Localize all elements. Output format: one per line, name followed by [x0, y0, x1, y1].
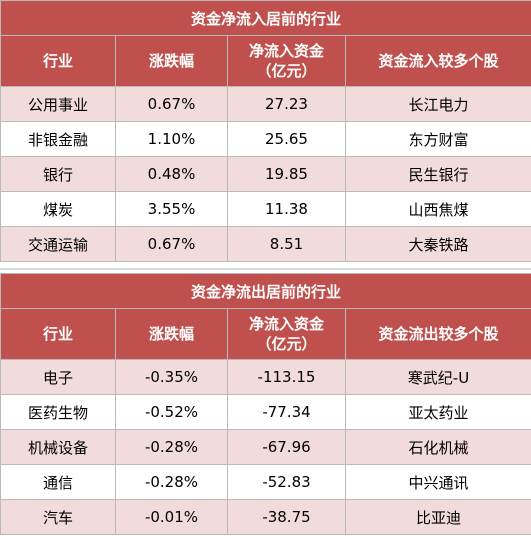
industry-cell: 非银金融: [0, 121, 116, 157]
change-cell: 0.67%: [115, 86, 228, 122]
header-top-stock: 资金流出较多个股: [344, 308, 531, 360]
table-row: 通信 -0.28% -52.83 中兴通讯: [0, 464, 531, 500]
net-cell: -52.83: [227, 464, 346, 500]
table-separator: [0, 267, 531, 273]
header-net-inflow-label: 净流入资金 （亿元）: [248, 42, 324, 80]
inflow-title: 资金净流入居前的行业: [0, 0, 531, 36]
inflow-table: 资金净流入居前的行业 行业 涨跌幅 净流入资金 （亿元） 资金流入较多个股 公用…: [0, 0, 531, 262]
table-row: 银行 0.48% 19.85 民生银行: [0, 156, 531, 192]
stock-cell: 大秦铁路: [344, 226, 531, 262]
inflow-title-row: 资金净流入居前的行业: [0, 0, 531, 36]
industry-cell: 公用事业: [0, 86, 116, 122]
net-cell: 19.85: [227, 156, 346, 192]
outflow-title-row: 资金净流出居前的行业: [0, 273, 531, 309]
stock-cell: 亚太药业: [344, 394, 531, 430]
outflow-title: 资金净流出居前的行业: [0, 273, 531, 309]
industry-cell: 医药生物: [0, 394, 116, 430]
header-change: 涨跌幅: [115, 35, 228, 87]
change-cell: 0.67%: [115, 226, 228, 262]
industry-cell: 汽车: [0, 499, 116, 535]
net-cell: 27.23: [227, 86, 346, 122]
header-net-inflow: 净流入资金 （亿元）: [227, 35, 346, 87]
stock-cell: 石化机械: [344, 429, 531, 465]
separator-line: [0, 268, 531, 270]
net-cell: 11.38: [227, 191, 346, 227]
table-row: 机械设备 -0.28% -67.96 石化机械: [0, 429, 531, 465]
stock-cell: 山西焦煤: [344, 191, 531, 227]
header-top-stock: 资金流入较多个股: [344, 35, 531, 87]
change-cell: -0.28%: [115, 429, 228, 465]
change-cell: -0.01%: [115, 499, 228, 535]
stock-cell: 长江电力: [344, 86, 531, 122]
outflow-header-row: 行业 涨跌幅 净流入资金 （亿元） 资金流出较多个股: [0, 308, 531, 360]
table-row: 汽车 -0.01% -38.75 比亚迪: [0, 499, 531, 535]
header-industry: 行业: [0, 308, 116, 360]
net-cell: -67.96: [227, 429, 346, 465]
industry-cell: 电子: [0, 359, 116, 395]
stock-cell: 寒武纪-U: [344, 359, 531, 395]
inflow-header-row: 行业 涨跌幅 净流入资金 （亿元） 资金流入较多个股: [0, 35, 531, 87]
table-row: 医药生物 -0.52% -77.34 亚太药业: [0, 394, 531, 430]
table-row: 煤炭 3.55% 11.38 山西焦煤: [0, 191, 531, 227]
header-net-inflow: 净流入资金 （亿元）: [227, 308, 346, 360]
net-cell: 8.51: [227, 226, 346, 262]
change-cell: 0.48%: [115, 156, 228, 192]
net-cell: 25.65: [227, 121, 346, 157]
industry-cell: 煤炭: [0, 191, 116, 227]
change-cell: 1.10%: [115, 121, 228, 157]
change-cell: -0.28%: [115, 464, 228, 500]
header-net-inflow-label: 净流入资金 （亿元）: [248, 315, 324, 353]
net-cell: -113.15: [227, 359, 346, 395]
table-row: 电子 -0.35% -113.15 寒武纪-U: [0, 359, 531, 395]
stock-cell: 民生银行: [344, 156, 531, 192]
table-row: 非银金融 1.10% 25.65 东方财富: [0, 121, 531, 157]
change-cell: -0.52%: [115, 394, 228, 430]
change-cell: -0.35%: [115, 359, 228, 395]
stock-cell: 比亚迪: [344, 499, 531, 535]
header-change: 涨跌幅: [115, 308, 228, 360]
outflow-table: 资金净流出居前的行业 行业 涨跌幅 净流入资金 （亿元） 资金流出较多个股 电子…: [0, 273, 531, 535]
header-industry: 行业: [0, 35, 116, 87]
stock-cell: 中兴通讯: [344, 464, 531, 500]
table-row: 交通运输 0.67% 8.51 大秦铁路: [0, 226, 531, 262]
industry-cell: 通信: [0, 464, 116, 500]
change-cell: 3.55%: [115, 191, 228, 227]
industry-cell: 银行: [0, 156, 116, 192]
net-cell: -77.34: [227, 394, 346, 430]
industry-cell: 交通运输: [0, 226, 116, 262]
industry-cell: 机械设备: [0, 429, 116, 465]
net-cell: -38.75: [227, 499, 346, 535]
stock-cell: 东方财富: [344, 121, 531, 157]
table-row: 公用事业 0.67% 27.23 长江电力: [0, 86, 531, 122]
